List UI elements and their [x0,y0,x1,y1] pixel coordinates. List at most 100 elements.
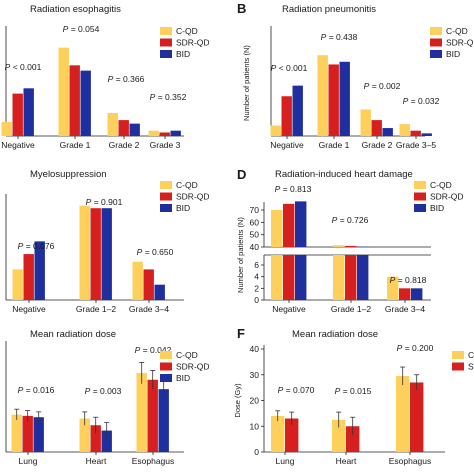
legend-swatch-1 [160,27,172,35]
y-tick-label: 50 [250,230,260,240]
x-tick-label: Lung [276,456,295,466]
legend-label-3: BID [446,49,460,59]
bar-bid-1 [34,241,45,300]
bar-sdr-qd-2 [328,64,339,136]
bar-bid-2 [339,61,350,136]
bar-c-qd-4 [399,124,410,136]
legend-label-2: SDR-QD [176,362,210,372]
legend-swatch-3 [430,50,442,58]
p-value-annotation-2: P < 0.001 [5,62,42,72]
bar-c-qd-3 [136,373,147,452]
bar-c-qd-3 [360,109,371,136]
y-tick-label: 70 [250,205,260,215]
y-tick-label: 20 [250,396,260,406]
legend-swatch-3 [160,204,172,212]
p-value-annotation-2: P = 0.070 [278,385,315,395]
p-value-annotation-2: P = 0.016 [18,385,55,395]
p-value-annotation-2: P < 0.001 [271,63,308,73]
x-tick-label: Grade 3–5 [396,140,436,150]
panel-title: Radiation-induced heart damage [275,169,413,180]
legend-swatch-1 [160,181,172,189]
x-tick-label: Negative [1,140,35,150]
panel-title: Mean radiation dose [30,329,116,340]
legend-swatch-3 [414,204,426,212]
x-tick-label: Heart [86,456,107,466]
legend-label-2: SD [468,362,474,372]
bar-sdr-qd-3 [410,382,424,452]
legend-label-3: BID [430,203,444,213]
x-tick-label: Grade 1 [60,140,91,150]
x-tick-label: Grade 2 [362,140,393,150]
y-tick-label: 0 [254,295,259,305]
bar-c-qd-3 [387,276,399,300]
x-tick-label: Grade 1 [319,140,350,150]
y-axis-label: Dose (Gy) [233,383,242,418]
bar-bid-1 [292,85,303,136]
legend-label-2: SDR-QD [430,192,464,202]
panel-letter: B [237,1,246,16]
bar-sdr-qd-2 [69,65,80,136]
legend-label-3: BID [176,373,190,383]
x-tick-label: Negative [12,304,46,314]
bar-bid-2 [101,430,112,452]
bar-bid-1 [33,417,44,452]
x-tick-label: Grade 3–4 [385,304,425,314]
legend-swatch-2 [452,362,464,371]
p-value-annotation-1: P = 0.200 [397,343,434,353]
panel-title: Myelosuppression [30,169,107,180]
legend-swatch-3 [160,374,172,382]
legend-swatch-1 [430,27,442,35]
x-tick-label: Esophagus [132,456,175,466]
legend-swatch-2 [160,192,172,201]
bar-sdr-qd-1 [23,254,34,300]
bar-c-qd-3 [132,261,143,300]
bar-c-qd-1 [1,121,12,136]
p-value-annotation-1: P = 0.813 [275,184,312,194]
x-tick-label: Grade 3 [150,140,181,150]
bar-bid-3 [382,128,393,136]
bar-bid-2-lower [357,255,369,300]
p-value-annotation-1: P = 0.054 [63,24,100,34]
bar-sdr-qd-3 [147,379,158,452]
p-value-annotation-1: P = 0.901 [86,197,123,207]
bar-sdr-qd-1 [22,415,33,452]
bar-sdr-qd-1 [285,418,299,452]
legend-swatch-3 [160,50,172,58]
bar-sdr-qd-1-upper [283,203,295,247]
legend-swatch-2 [160,38,172,47]
p-value-annotation-3: P = 0.366 [108,74,145,84]
bar-sdr-qd-1 [281,96,292,136]
legend-label-1: C-QD [430,180,452,190]
y-tick-label: 0 [254,447,259,457]
bar-sdr-qd-2 [346,426,360,452]
x-tick-label: Negative [270,140,304,150]
x-tick-label: Grade 2 [109,140,140,150]
legend-swatch-2 [160,362,172,371]
bar-sdr-qd-4 [410,130,421,136]
bar-sdr-qd-2-lower [345,255,357,300]
p-value-annotation-3: P = 0.650 [137,247,174,257]
bar-bid-1 [23,88,34,136]
bar-c-qd-2 [317,55,328,136]
bar-sdr-qd-4 [159,132,170,136]
panel-title: Mean radiation dose [292,329,378,340]
bar-c-qd-3 [396,376,410,452]
bar-sdr-qd-3 [143,269,154,300]
bar-c-qd-2 [79,205,90,300]
p-value-annotation-1: P = 0.042 [135,345,172,355]
bar-sdr-qd-1 [12,93,23,136]
p-value-annotation-3: P = 0.003 [85,386,122,396]
bar-bid-1-upper [295,201,307,247]
y-tick-label: 6 [254,260,259,270]
y-tick-label: 2 [254,283,259,293]
x-tick-label: Heart [336,456,357,466]
legend-swatch-2 [430,38,442,47]
legend-swatch-1 [414,181,426,189]
bar-sdr-qd-2 [90,208,101,300]
bar-c-qd-1 [12,269,23,300]
bar-bid-3 [411,288,423,300]
y-tick-label: 40 [250,344,260,354]
p-value-annotation-3: P = 0.015 [335,386,372,396]
p-value-annotation-2: P = 0.726 [332,215,369,225]
